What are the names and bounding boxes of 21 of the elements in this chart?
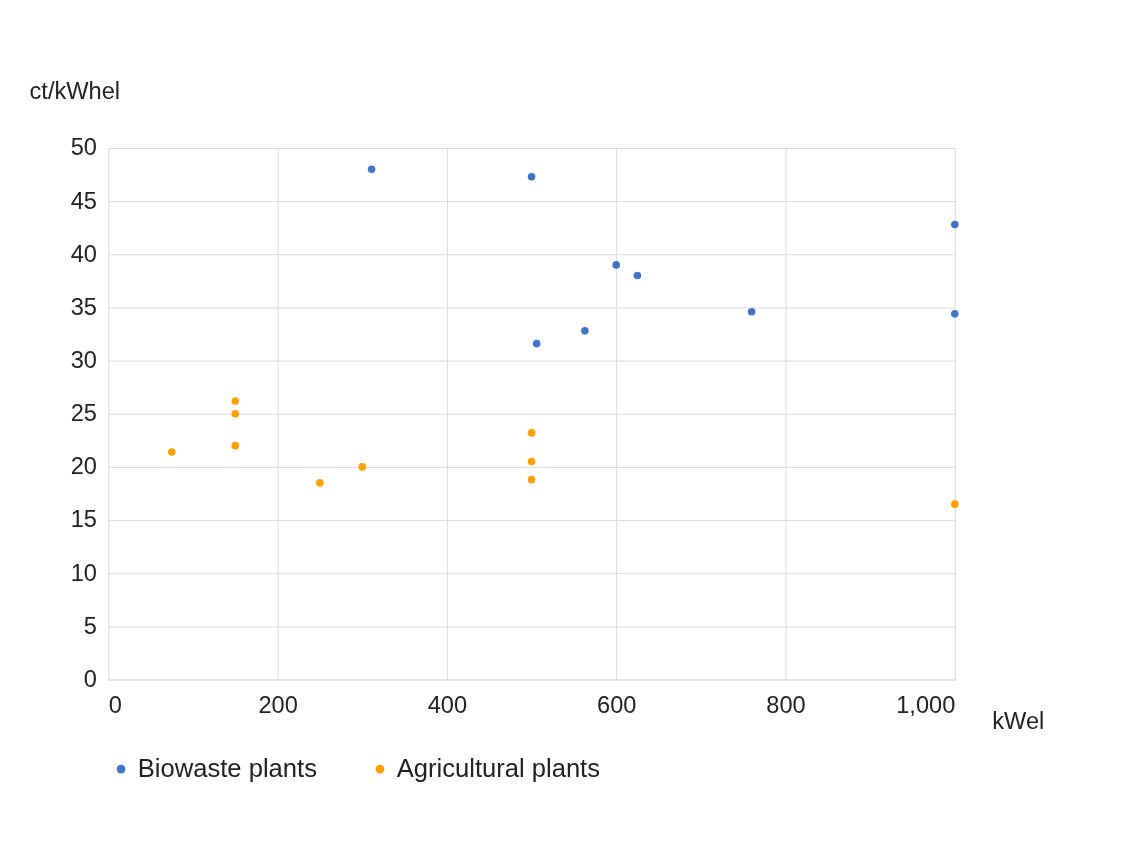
x-tick-label: 200 [258,691,298,718]
legend-label: Biowaste plants [137,753,317,782]
x-tick-label: 1,000 [896,691,956,718]
x-axis-title: kWel [992,707,1045,734]
y-tick-label: 20 [70,453,97,480]
y-axis-title: ct/kWhel [29,77,121,104]
x-tick-label: 0 [108,691,122,718]
y-tick-label: 25 [70,400,97,427]
x-tick-label: 400 [427,691,468,718]
y-tick-label: 5 [83,612,97,639]
x-tick-label: 600 [597,691,637,718]
y-tick-label: 35 [70,293,97,320]
y-tick-label: 10 [70,559,97,586]
y-tick-label: 0 [83,665,97,692]
y-tick-label: 40 [70,240,97,267]
y-tick-label: 15 [70,506,97,533]
y-tick-label: 30 [70,346,97,373]
y-tick-label: 50 [70,134,97,161]
y-tick-label: 45 [70,187,97,214]
legend-label: Agricultural plants [396,753,601,782]
x-tick-label: 800 [766,691,806,718]
